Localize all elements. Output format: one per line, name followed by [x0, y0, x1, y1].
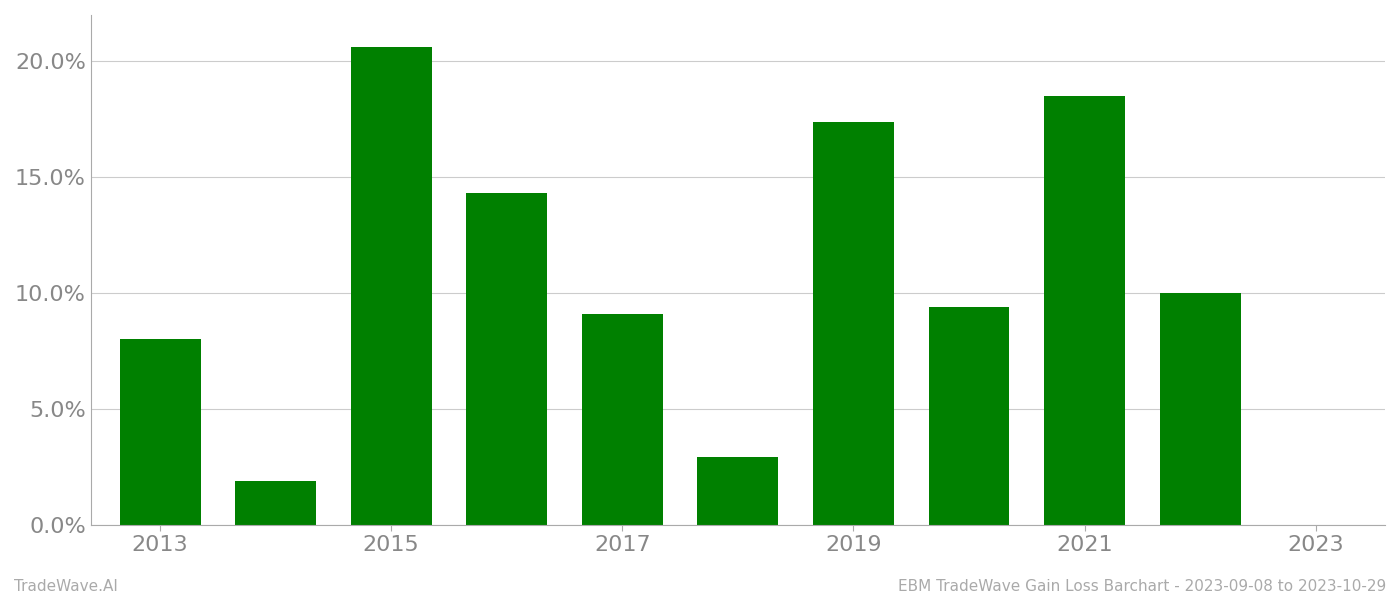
Bar [582, 314, 662, 524]
Bar [235, 481, 316, 524]
Bar [928, 307, 1009, 524]
Bar [697, 457, 778, 524]
Bar [813, 122, 893, 524]
Bar [119, 339, 200, 524]
Bar [1044, 96, 1126, 524]
Bar [466, 193, 547, 524]
Text: EBM TradeWave Gain Loss Barchart - 2023-09-08 to 2023-10-29: EBM TradeWave Gain Loss Barchart - 2023-… [897, 579, 1386, 594]
Text: TradeWave.AI: TradeWave.AI [14, 579, 118, 594]
Bar [1159, 293, 1240, 524]
Bar [351, 47, 431, 524]
